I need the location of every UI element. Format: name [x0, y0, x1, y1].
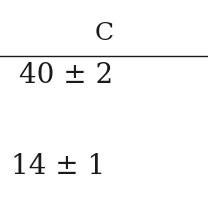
Text: 14 ± 1: 14 ± 1 — [11, 153, 105, 180]
Text: C: C — [94, 22, 114, 45]
Text: 40 ± 2: 40 ± 2 — [20, 62, 114, 89]
